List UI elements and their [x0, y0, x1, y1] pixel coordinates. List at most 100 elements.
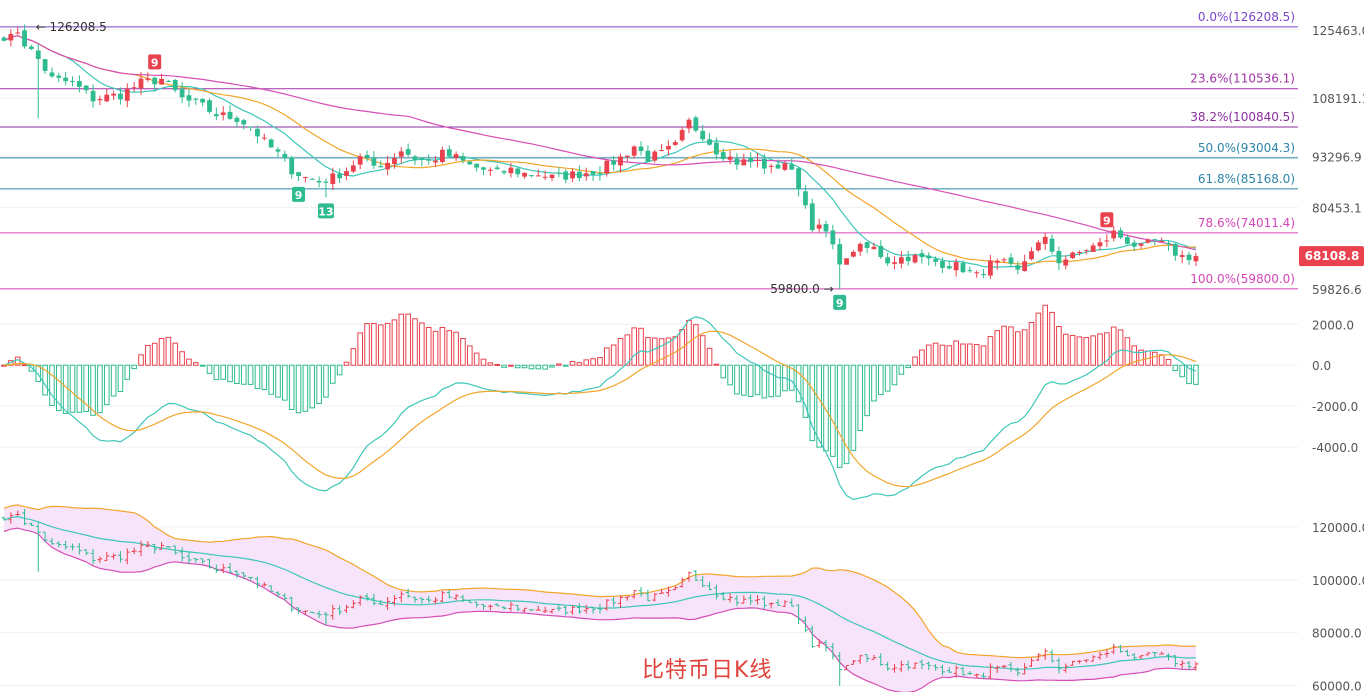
candle-body [186, 95, 192, 101]
macd-histogram-bar [604, 347, 610, 366]
ohlc-bar [679, 577, 685, 588]
candle-body [166, 80, 171, 82]
macd-histogram-bar [802, 364, 809, 418]
price-panel[interactable]: 0.0%(126208.5) 23.6%(110536.1) 38.2%(10084… [0, 10, 1364, 310]
candle [289, 155, 295, 179]
candle-body [49, 72, 55, 77]
candle [611, 155, 617, 171]
ohlc-bar [686, 571, 692, 582]
candle-body [768, 165, 774, 167]
ohlc-bar [700, 576, 706, 588]
candlesticks[interactable] [1, 24, 1199, 289]
candle [570, 168, 575, 183]
macd-histogram-bar [151, 342, 158, 366]
candle [501, 169, 507, 175]
candle-body [63, 77, 69, 82]
candle [227, 105, 233, 121]
candle [892, 256, 897, 270]
ohlc-bar [1070, 660, 1076, 666]
candle [433, 156, 438, 167]
candle-body [1179, 255, 1185, 257]
macd-histogram-bar [884, 364, 891, 392]
candle [960, 260, 966, 274]
ohlc-bar [1090, 655, 1096, 662]
ohlc-bar [789, 598, 795, 607]
macd-histogram-bar [1165, 359, 1172, 366]
candle-body [124, 88, 130, 101]
candle [1, 36, 7, 42]
macd-histogram-bar [76, 364, 83, 413]
macd-histogram-bar [898, 364, 905, 375]
macd-histogram-bar [480, 358, 487, 366]
candle-body [1159, 240, 1165, 242]
ohlc-bar [981, 672, 987, 679]
candle-body [29, 46, 34, 50]
ohlc-bar [974, 673, 980, 679]
candle-body [686, 119, 692, 129]
candle-body [878, 245, 884, 257]
candle-body [446, 149, 452, 157]
bollinger-panel[interactable]: 120000.0 100000.0 80000.0 60000.0 [0, 504, 1364, 692]
macd-histogram-bar [357, 332, 363, 366]
macd-histogram-bar [186, 358, 192, 366]
macd-histogram-bar [1, 364, 7, 367]
candle [1077, 250, 1082, 256]
macd-histogram-bar [932, 342, 939, 366]
candle [809, 198, 815, 233]
candle-body [789, 164, 795, 170]
candle [1049, 234, 1055, 255]
macd-histogram-bar [1179, 364, 1186, 378]
ohlc-bar [1008, 661, 1014, 672]
candle [371, 151, 377, 169]
candle-body [590, 171, 596, 175]
ohlc-bar [618, 595, 623, 608]
ohlc-bar [967, 670, 973, 676]
macd-histogram-bar [823, 364, 829, 452]
candle [864, 241, 870, 254]
candle-body [974, 272, 980, 274]
ohlc-bar [850, 660, 856, 665]
candle-body [912, 255, 918, 263]
ohlc-bar [1049, 649, 1055, 663]
macd-histogram-bar [1035, 312, 1042, 366]
macd-histogram-bar [213, 364, 220, 381]
candle-body [159, 78, 164, 85]
candle-body [953, 262, 959, 271]
candle-body [97, 99, 103, 101]
ohlc-bar [344, 604, 349, 614]
macd-histogram-bar [247, 364, 254, 385]
macd-histogram-bar [967, 343, 973, 366]
ohlc-bar [994, 665, 1000, 674]
candle-body [474, 163, 480, 168]
ohlc-bar [213, 564, 219, 573]
candle-body [755, 159, 760, 161]
candle-body [659, 150, 664, 152]
ohlc-bar [802, 616, 808, 633]
macd-histogram-bar [699, 335, 706, 366]
fib-level-label: 50.0%(93004.3) [1198, 141, 1295, 155]
candle [529, 175, 534, 178]
macd-panel[interactable]: 2000.0 0.0 -2000.0 -4000.0 [0, 304, 1358, 501]
td-badge [148, 54, 162, 70]
candle-body [323, 181, 329, 183]
ohlc-bar [405, 588, 411, 598]
macd-histogram-bar [610, 344, 617, 366]
ohlc-bar [1083, 659, 1089, 663]
macd-histogram-bar [467, 345, 473, 366]
macd-histogram-bar [1056, 326, 1062, 366]
candle [1035, 240, 1041, 252]
candle [1125, 234, 1130, 245]
macd-histogram-bar [1042, 304, 1049, 366]
candle [350, 160, 356, 174]
macd-histogram-bar [90, 364, 96, 416]
price-tick-label: 93296.9 [1312, 151, 1362, 165]
candle-body [556, 172, 562, 174]
candle [1138, 242, 1144, 249]
candle-body [118, 93, 123, 100]
ohlc-bar [1159, 651, 1165, 655]
macd-histogram-bar [761, 364, 768, 399]
candle [714, 137, 719, 160]
ohlc-bar [1001, 664, 1007, 669]
candle [768, 163, 774, 174]
